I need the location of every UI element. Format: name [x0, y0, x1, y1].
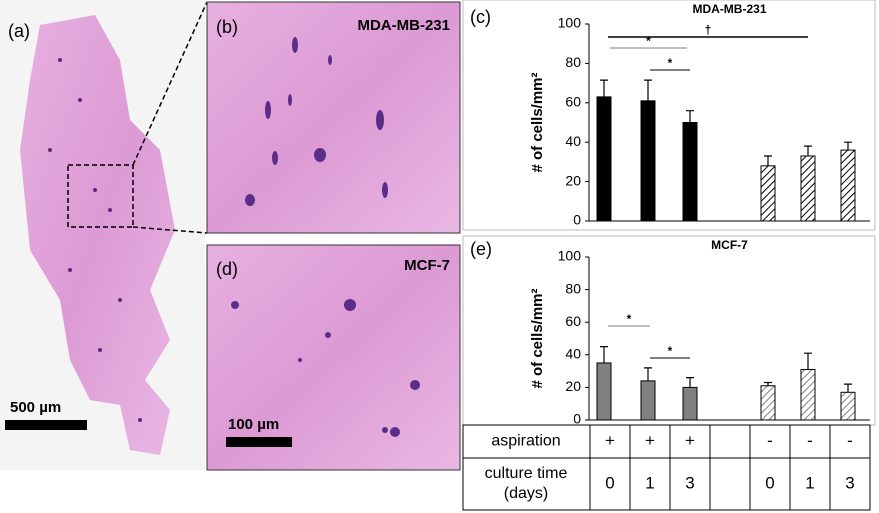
error-bar	[600, 346, 608, 363]
y-tick-label: 100	[558, 248, 582, 264]
panel-title: MDA-MB-231	[357, 17, 450, 34]
y-tick-label: 20	[565, 378, 581, 394]
table-cell: +	[685, 431, 695, 450]
error-bar	[844, 383, 852, 393]
row-header: (days)	[504, 485, 548, 502]
table-cell: 3	[685, 473, 694, 492]
error-bar	[686, 110, 694, 123]
micrograph	[206, 1, 461, 234]
bar	[640, 100, 656, 222]
error-bar	[804, 145, 812, 156]
bar	[840, 149, 856, 222]
y-tick-label: 60	[565, 313, 581, 329]
scale-label: 500 µm	[10, 399, 61, 416]
nuclei	[231, 299, 420, 437]
table-cell: 1	[805, 473, 814, 492]
table-cell: 1	[645, 473, 654, 492]
table-cell: -	[767, 431, 773, 450]
error-bar	[644, 79, 652, 101]
row-header: aspiration	[491, 433, 560, 450]
table-cell: +	[605, 431, 615, 450]
row-header: culture time	[485, 465, 568, 482]
y-tick-label: 60	[565, 94, 581, 110]
table-cell: 0	[605, 473, 614, 492]
y-tick-label: 100	[558, 15, 582, 31]
y-tick-label: 0	[573, 212, 581, 228]
bar	[682, 386, 698, 421]
error-bar	[644, 367, 652, 381]
panel-label: (d)	[216, 259, 238, 279]
y-axis-label: # of cells/mm²	[529, 72, 546, 172]
panel-d: (d) MCF-7 100 µm	[206, 244, 461, 471]
table-border	[462, 424, 871, 511]
panel-label: (b)	[216, 17, 238, 37]
bar	[800, 155, 816, 222]
table: aspiration culture time (days) + + +0 1 3 - - - 0 1 3	[462, 424, 871, 511]
nuclei	[48, 58, 142, 422]
zoom-line	[132, 226, 208, 234]
zoom-box	[67, 164, 134, 228]
bar	[596, 96, 612, 222]
table-cell: -	[847, 431, 853, 450]
bar	[800, 368, 816, 421]
table-cell: +	[645, 431, 655, 450]
error-bar	[764, 155, 772, 166]
scale-bar	[226, 437, 292, 447]
y-tick-label: 20	[565, 172, 581, 188]
error-bar	[764, 381, 772, 386]
significance-mark: *	[627, 312, 632, 326]
bar	[760, 165, 776, 222]
panel-title: MCF-7	[404, 257, 450, 274]
panel-b: (b) MDA-MB-231	[206, 1, 461, 234]
bar	[760, 385, 776, 421]
y-tick-label: 40	[565, 133, 581, 149]
y-tick-label: 80	[565, 280, 581, 296]
panel-a: (a) 500 µm	[0, 0, 208, 470]
error-bar	[804, 352, 812, 370]
zoom-line	[132, 1, 208, 166]
table-cell: -	[807, 431, 813, 450]
nuclei	[245, 37, 388, 206]
bar	[596, 362, 612, 421]
y-axis-label: # of cells/mm²	[529, 288, 546, 388]
significance-mark: *	[668, 56, 673, 70]
table-cell: 0	[765, 473, 774, 492]
chart-title: MDA-MB-231	[692, 2, 766, 16]
micrograph	[206, 244, 461, 471]
scale-bar	[5, 420, 87, 430]
significance-mark: †	[705, 23, 712, 37]
tissue	[20, 15, 175, 455]
panel-label: (e)	[470, 239, 492, 259]
chart-frame	[462, 0, 876, 231]
panel-label: (c)	[470, 7, 491, 27]
chart-title: MCF-7	[711, 238, 748, 252]
significance-mark: *	[668, 344, 673, 358]
significance-mark: *	[646, 34, 651, 48]
y-tick-label: 80	[565, 54, 581, 70]
table-cell: 3	[845, 473, 854, 492]
scale-label: 100 µm	[228, 416, 279, 433]
bar	[682, 122, 698, 222]
y-tick-label: 40	[565, 346, 581, 362]
panel-label: (a)	[8, 21, 30, 41]
y-tick-label: 0	[573, 411, 581, 427]
error-bar	[600, 79, 608, 97]
error-bar	[844, 141, 852, 151]
bar	[640, 380, 656, 421]
error-bar	[686, 377, 694, 388]
bar	[840, 391, 856, 421]
